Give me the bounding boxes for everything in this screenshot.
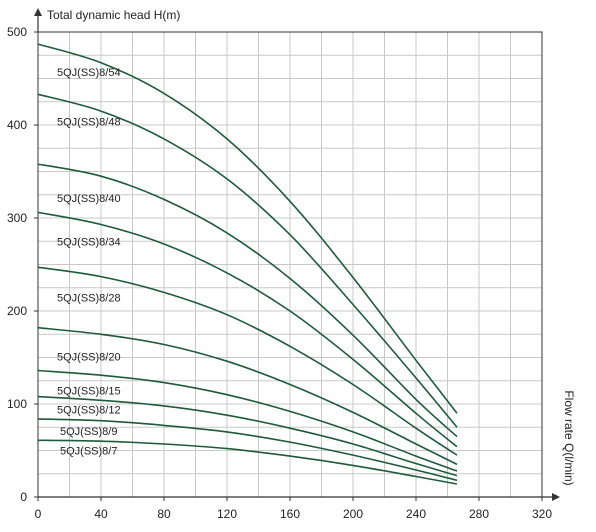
series-line: [37, 369, 458, 472]
series-label: 5QJ(SS)8/20: [57, 352, 121, 364]
series-line: [37, 326, 458, 466]
series-label: 5QJ(SS)8/12: [57, 405, 121, 417]
tick-labels: 0 40 80 120 160 200 240 280 320 0 100 200 300 400 500: [7, 25, 552, 521]
series-line: [37, 395, 458, 477]
x-tick-label: 240: [406, 507, 426, 521]
series-line: [37, 418, 458, 482]
series-line: [37, 43, 458, 414]
x-tick-label: 160: [280, 507, 300, 521]
series-line: [37, 163, 458, 438]
y-tick-label: 0: [20, 490, 27, 504]
y-tick-label: 500: [7, 25, 27, 39]
y-axis-title: Total dynamic head H(m): [47, 8, 180, 22]
y-tick-label: 300: [7, 211, 27, 225]
x-tick-label: 320: [532, 507, 552, 521]
series-line: [37, 93, 458, 428]
series-label: 5QJ(SS)8/48: [57, 116, 121, 128]
x-tick-label: 120: [217, 507, 237, 521]
y-tick-label: 100: [7, 397, 27, 411]
y-axis-arrow-icon: [34, 8, 42, 16]
x-tick-label: 40: [94, 507, 108, 521]
y-tick-label: 200: [7, 304, 27, 318]
y-tick-label: 400: [7, 118, 27, 132]
series-lines: [37, 43, 458, 485]
series-label: 5QJ(SS)8/54: [57, 67, 121, 79]
series-label: 5QJ(SS)8/7: [60, 445, 117, 457]
series-line: [37, 211, 458, 448]
series-label: 5QJ(SS)8/34: [57, 236, 121, 248]
series-label: 5QJ(SS)8/28: [57, 292, 121, 304]
series-labels: 5QJ(SS)8/54 5QJ(SS)8/48 5QJ(SS)8/40 5QJ(SS)…: [57, 67, 121, 457]
x-axis-title: Flow rate Q(l/min): [562, 390, 576, 485]
series-line: [37, 266, 458, 456]
series-label: 5QJ(SS)8/15: [57, 386, 121, 398]
x-tick-label: 0: [35, 507, 42, 521]
x-tick-label: 280: [469, 507, 489, 521]
series-label: 5QJ(SS)8/40: [57, 193, 121, 205]
x-axis-arrow-icon: [552, 493, 560, 501]
series-label: 5QJ(SS)8/9: [60, 426, 117, 438]
series-line: [37, 439, 458, 485]
x-tick-label: 80: [157, 507, 171, 521]
x-tick-label: 200: [343, 507, 363, 521]
